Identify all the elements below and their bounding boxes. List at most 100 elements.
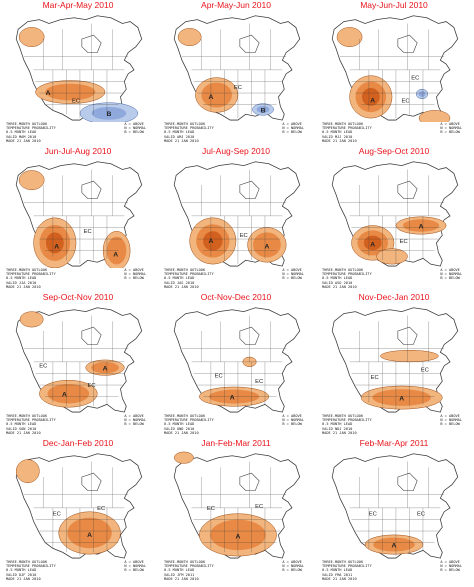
caption-line: MADE 21 JAN 2010: [322, 284, 357, 289]
above-normal-peak: [45, 232, 64, 254]
panel-title: Dec-Jan-Feb 2010: [42, 438, 114, 448]
above-normal-region: [19, 311, 44, 328]
above-normal-core: [45, 83, 96, 101]
caption-line: TEMPERATURE PROBABILITY: [322, 272, 372, 277]
outlook-panel: Jun-Jul-Aug 2010 A A EC THREE-MONTH OUTLOOK T…: [0, 146, 156, 292]
panel-title: Aug-Sep-Oct 2010: [358, 146, 430, 156]
caption-line: 0.5 MONTH LEAD: [6, 276, 37, 281]
caption-line: TEMPERATURE PROBABILITY: [6, 418, 56, 423]
legend-line: A = ABOVE: [282, 414, 302, 418]
caption-line: THREE-MONTH OUTLOOK: [322, 414, 364, 418]
equal-chances-label: EC: [39, 364, 47, 370]
legend-line: A = ABOVE: [440, 268, 460, 272]
panel-title: Jan-Feb-Mar 2011: [201, 438, 271, 448]
above-normal-region: [177, 28, 202, 46]
above-normal-region: [376, 248, 408, 265]
caption-line: 0.5 MONTH LEAD: [322, 276, 353, 281]
above-normal-core: [372, 389, 431, 406]
legend-line: N = NORMAL: [124, 418, 146, 423]
caption-line: THREE-MONTH OUTLOOK: [6, 414, 48, 418]
caption-line: TEMPERATURE PROBABILITY: [164, 272, 214, 277]
boundary-lines: [339, 315, 445, 411]
legend-line: A = ABOVE: [124, 122, 144, 126]
caption-line: THREE-MONTH OUTLOOK: [322, 268, 364, 272]
outlook-panel: Aug-Sep-Oct 2010 A A EC THREE-MONTH OUTLOOK T…: [316, 146, 472, 292]
caption-line: THREE-MONTH OUTLOOK: [322, 560, 364, 564]
above-normal-core: [91, 362, 119, 374]
boundary-lines: [181, 461, 287, 557]
above-normal-region: [336, 27, 363, 47]
caption-line: MADE 21 JAN 2010: [164, 576, 199, 581]
boundary-lines: [339, 169, 445, 265]
caption-line: MADE 21 JAN 2010: [322, 576, 357, 581]
caption-line: MADE 21 JAN 2010: [322, 138, 357, 143]
outlook-panel: Jul-Aug-Sep 2010 A A EC THREE-MONTH OUTLOOK T…: [158, 146, 314, 292]
legend-line: B = BELOW: [440, 276, 460, 281]
above-normal-region: [18, 170, 45, 191]
caption-line: THREE-MONTH OUTLOOK: [6, 560, 48, 564]
caption-line: MADE 21 JAN 2010: [6, 284, 41, 289]
north-america-map: A EC EC: [331, 453, 459, 559]
caption-line: VALID DJF 2010: [6, 572, 37, 577]
caption-line: 0.5 MONTH LEAD: [6, 568, 37, 573]
legend-line: B = BELOW: [282, 130, 302, 135]
north-america-map: A B EC: [173, 15, 301, 121]
caption-line: MADE 21 JAN 2010: [6, 138, 41, 143]
equal-chances-label: EC: [215, 373, 223, 379]
caption-line: VALID JFM 2011: [164, 572, 195, 577]
legend-line: N = NORMAL: [440, 126, 462, 131]
above-normal-region: [380, 350, 439, 363]
outlook-panel: Sep-Oct-Nov 2010 A A EC EC THREE-MONTH OUTLOO…: [0, 292, 156, 438]
legend-line: A = ABOVE: [440, 122, 460, 126]
above-normal-peak: [203, 231, 223, 251]
caption-line: VALID MAM 2010: [6, 134, 37, 139]
category-label: A: [370, 242, 375, 249]
panel-title: Sep-Oct-Nov 2010: [42, 292, 114, 302]
legend-line: B = BELOW: [124, 568, 144, 573]
category-label: A: [46, 90, 51, 97]
legend-line: B = BELOW: [124, 422, 144, 427]
panel-title: Feb-Mar-Apr 2011: [359, 438, 429, 448]
north-america-map: A A EC EC: [15, 307, 143, 413]
category-label: A: [87, 532, 92, 539]
caption-line: TEMPERATURE PROBABILITY: [164, 418, 214, 423]
above-normal-core: [201, 82, 232, 108]
panel-title: Nov-Dec-Jan 2010: [358, 292, 430, 302]
below-normal-core: [91, 106, 127, 120]
legend-line: A = ABOVE: [124, 560, 144, 564]
equal-chances-label: EC: [255, 379, 263, 385]
caption-line: VALID MJJ 2010: [322, 134, 353, 139]
legend-line: N = NORMAL: [282, 272, 304, 277]
north-america-map: A EC EC: [331, 15, 459, 122]
panel-title: Apr-May-Jun 2010: [201, 0, 271, 10]
panel-title: May-Jun-Jul 2010: [360, 0, 428, 10]
outlook-panel: Oct-Nov-Dec 2010 A EC EC THREE-MONTH OUTLOOK…: [158, 292, 314, 438]
legend-line: N = NORMAL: [124, 564, 146, 569]
above-normal-core: [252, 232, 281, 258]
boundary-lines: [23, 169, 129, 265]
caption-line: 0.5 MONTH LEAD: [6, 130, 37, 135]
above-normal-core: [67, 517, 112, 549]
category-label: A: [230, 395, 235, 402]
north-america-map: A EC EC: [173, 451, 301, 559]
caption-line: THREE-MONTH OUTLOOK: [164, 268, 206, 272]
boundary-lines: [181, 315, 287, 411]
equal-chances-label: EC: [369, 512, 377, 518]
equal-chances-label: EC: [88, 383, 96, 389]
caption-line: MADE 21 JAN 2010: [164, 284, 199, 289]
above-normal-region: [418, 110, 451, 122]
caption-line: TEMPERATURE PROBABILITY: [322, 418, 372, 423]
legend-line: N = NORMAL: [440, 272, 462, 277]
above-normal-core: [47, 383, 90, 404]
legend-line: B = BELOW: [440, 422, 460, 427]
caption-line: 0.5 MONTH LEAD: [6, 422, 37, 427]
boundary-lines: [339, 23, 445, 119]
caption-line: VALID NDJ 2010: [322, 426, 353, 431]
legend-line: B = BELOW: [440, 130, 460, 135]
caption-line: 0.5 MONTH LEAD: [322, 422, 353, 427]
legend-line: A = ABOVE: [282, 268, 302, 272]
category-label: A: [208, 238, 213, 245]
equal-chances-label: EC: [240, 233, 248, 239]
equal-chances-label: EC: [421, 368, 429, 374]
legend-line: B = BELOW: [124, 276, 144, 281]
